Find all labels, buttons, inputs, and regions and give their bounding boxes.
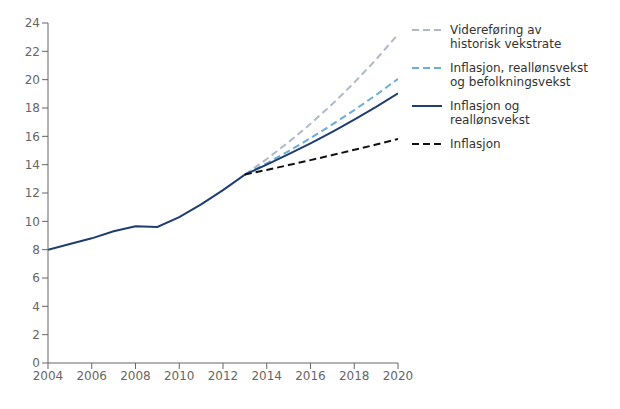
html-text:Inflasjon og reallønsvekst: Inflasjon og reallønsvekst — [450, 99, 530, 127]
svg-text:12: 12 — [25, 186, 40, 200]
svg-text:6: 6 — [32, 271, 40, 285]
svg-text:2008: 2008 — [120, 369, 151, 383]
svg-text:2: 2 — [32, 328, 40, 342]
svg-text:2010: 2010 — [164, 369, 195, 383]
svg-text:4: 4 — [32, 300, 40, 314]
html-text:historisk vekstrate: historisk vekstrate — [450, 37, 562, 51]
svg-text:20: 20 — [25, 73, 40, 87]
svg-text:10: 10 — [25, 215, 40, 229]
svg-text:2012: 2012 — [208, 369, 239, 383]
svg-text:0: 0 — [32, 356, 40, 370]
svg-text:2016: 2016 — [295, 369, 326, 383]
svg-text:24: 24 — [25, 16, 40, 30]
svg-text:2004: 2004 — [33, 369, 64, 383]
html-text:Videreføring av: Videreføring av — [450, 23, 542, 37]
svg-text:14: 14 — [25, 158, 40, 172]
svg-text:2018: 2018 — [339, 369, 370, 383]
svg-text:2006: 2006 — [76, 369, 107, 383]
html-text:Inflasjon: Inflasjon — [450, 137, 501, 151]
svg-text:2014: 2014 — [251, 369, 282, 383]
html-text:og befolkningsvekst: og befolkningsvekst — [450, 75, 571, 89]
svg-text:22: 22 — [25, 45, 40, 59]
svg-text:2020: 2020 — [383, 369, 414, 383]
html-text:Inflasjon, reallønsvekst: Inflasjon, reallønsvekst — [450, 61, 588, 75]
svg-text:8: 8 — [32, 243, 40, 257]
svg-text:16: 16 — [25, 130, 40, 144]
svg-text:18: 18 — [25, 101, 40, 115]
